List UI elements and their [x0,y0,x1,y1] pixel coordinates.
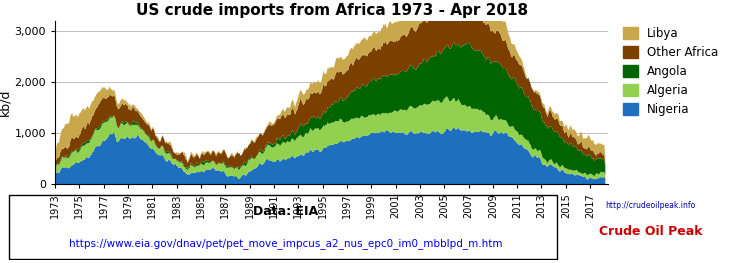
Title: US crude imports from Africa 1973 - Apr 2018: US crude imports from Africa 1973 - Apr … [136,3,528,18]
Text: Crude Oil Peak: Crude Oil Peak [599,225,702,238]
Text: http://crudeoilpeak.info: http://crudeoilpeak.info [605,201,696,210]
Text: Data: EIA: Data: EIA [254,205,318,218]
Text: https://www.eia.gov/dnav/pet/pet_move_impcus_a2_nus_epc0_im0_mbblpd_m.htm: https://www.eia.gov/dnav/pet/pet_move_im… [69,238,503,249]
Legend: Libya, Other Africa, Angola, Algeria, Nigeria: Libya, Other Africa, Angola, Algeria, Ni… [620,24,722,120]
Y-axis label: kb/d: kb/d [0,89,12,116]
